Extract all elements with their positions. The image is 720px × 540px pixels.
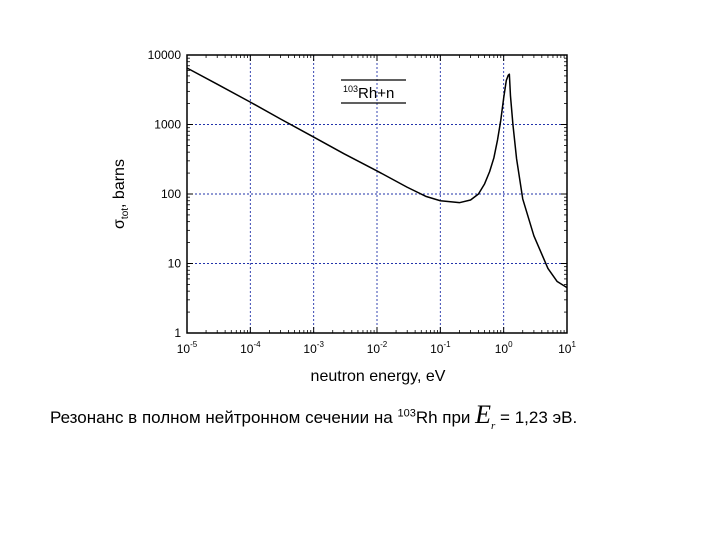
- y-axis-title-rest: , barns: [111, 159, 128, 208]
- x-tick-label-exp: -5: [190, 340, 198, 349]
- caption-text-before: Резонанс в полном нейтронном сечении на: [50, 408, 398, 427]
- x-tick-label-exp: -3: [317, 340, 325, 349]
- x-tick-label: 100: [495, 340, 513, 356]
- legend-sup: 103: [343, 84, 358, 94]
- x-tick-label: 101: [558, 340, 576, 356]
- y-tick-label: 100: [161, 187, 181, 201]
- y-axis-title-sub: tot: [120, 208, 131, 219]
- x-tick-label-base: 10: [303, 342, 317, 356]
- x-tick-label: 10-3: [303, 340, 324, 356]
- series-line: [186, 67, 568, 289]
- legend: 103Rh+n: [341, 79, 406, 104]
- x-tick-label-exp: -1: [443, 340, 451, 349]
- x-tick-label-exp: -4: [253, 340, 261, 349]
- x-tick-label-base: 10: [177, 342, 191, 356]
- x-tick-label-exp: 1: [571, 340, 576, 349]
- caption-text-after: = 1,23 эВ.: [495, 408, 578, 427]
- caption-sup: 103: [397, 407, 416, 420]
- x-tick-label-base: 10: [558, 342, 572, 356]
- y-tick-label: 1: [174, 326, 181, 340]
- figure-caption: Резонанс в полном нейтронном сечении на …: [50, 400, 690, 432]
- x-tick-label-base: 10: [430, 342, 444, 356]
- ticks: 10-5 10-4 10-3 10-2 10-1 100 10111010010001000…: [148, 48, 577, 356]
- x-tick-label: 10-2: [367, 340, 388, 356]
- x-tick-label: 10-5: [177, 340, 198, 356]
- caption-er-letter: E: [475, 400, 492, 429]
- x-tick-label-base: 10: [495, 342, 509, 356]
- legend-label: 103Rh+n: [343, 84, 394, 102]
- y-tick-label: 1000: [154, 118, 181, 132]
- series-line-layer: [186, 67, 568, 289]
- caption-text-middle: Rh при: [415, 408, 476, 427]
- y-axis-title: σtot, barns: [111, 159, 131, 229]
- x-tick-label-exp: -2: [380, 340, 388, 349]
- cross-section-chart: 10-5 10-4 10-3 10-2 10-1 100 10111010010001000…: [111, 48, 577, 385]
- x-tick-label: 10-4: [240, 340, 261, 356]
- y-tick-label: 10: [168, 257, 182, 271]
- x-tick-label-base: 10: [367, 342, 381, 356]
- x-tick-label-base: 10: [240, 342, 254, 356]
- x-tick-label: 10-1: [430, 340, 451, 356]
- legend-text: Rh+n: [358, 85, 394, 102]
- x-axis-title: neutron energy, eV: [311, 368, 446, 385]
- caption-er-symbol: Er: [475, 400, 496, 433]
- y-tick-label: 10000: [148, 48, 182, 62]
- x-tick-label-exp: 0: [508, 340, 513, 349]
- grid: [187, 55, 567, 333]
- y-axis-title-sigma: σ: [111, 219, 128, 229]
- caption-er-sub: r: [491, 420, 496, 433]
